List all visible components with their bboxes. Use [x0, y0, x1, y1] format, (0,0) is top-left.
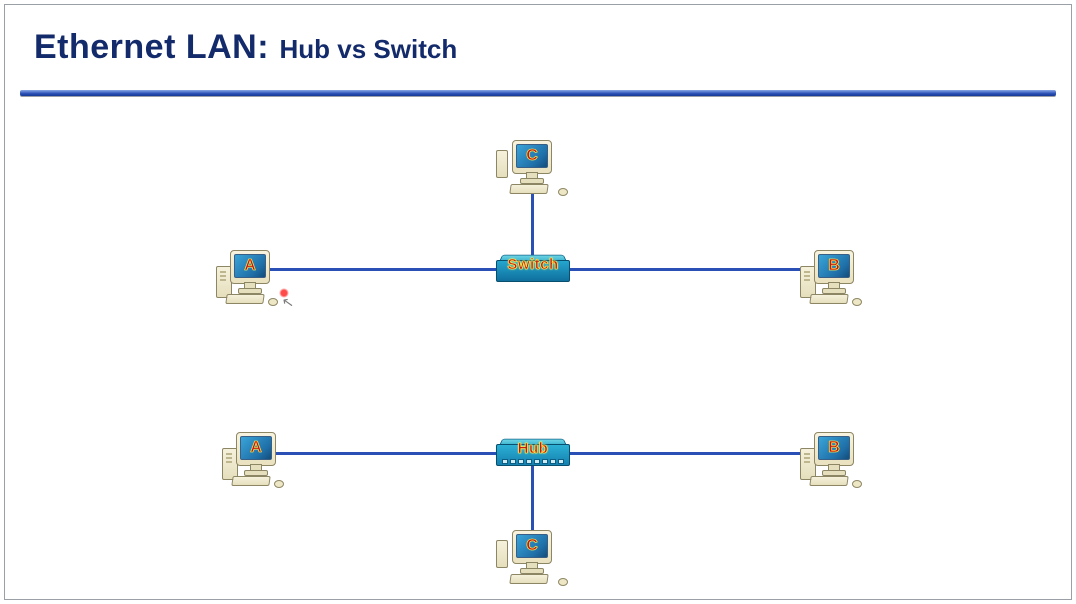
pc-switch-b: B: [800, 250, 856, 304]
mouse-icon: [274, 480, 284, 488]
device-front-icon: [496, 260, 570, 282]
pc-screen-icon: C: [516, 534, 548, 558]
keyboard-icon: [809, 476, 848, 486]
wire-switch-b: [566, 268, 804, 271]
keyboard-icon: [509, 574, 548, 584]
pc-screen-icon: C: [516, 144, 548, 168]
pc-screen-icon: A: [234, 254, 266, 278]
pc-label: A: [250, 439, 262, 457]
pc-label: C: [526, 537, 538, 555]
pc-switch-c: C: [506, 140, 562, 194]
wire-hub-b: [566, 452, 804, 455]
mouse-icon: [852, 298, 862, 306]
cursor-icon: ↖: [281, 293, 296, 312]
pc-label: A: [244, 257, 256, 275]
mouse-icon: [852, 480, 862, 488]
keyboard-icon: [225, 294, 264, 304]
switch-device-icon: Switch: [496, 258, 570, 282]
mouse-icon: [558, 578, 568, 586]
pc-label: C: [526, 147, 538, 165]
wire-hub-a: [274, 452, 500, 455]
pc-tower-icon: [496, 150, 508, 178]
pc-hub-b: B: [800, 432, 856, 486]
diagram-canvas: A B C Switch ↖: [0, 0, 1076, 604]
pc-tower-icon: [496, 540, 508, 568]
wire-switch-a: [268, 268, 500, 271]
keyboard-icon: [809, 294, 848, 304]
hub-device-icon: Hub: [496, 442, 570, 466]
mouse-icon: [558, 188, 568, 196]
pc-label: B: [828, 439, 840, 457]
pc-label: B: [828, 257, 840, 275]
wire-hub-c: [531, 466, 534, 534]
keyboard-icon: [231, 476, 270, 486]
pc-hub-c: C: [506, 530, 562, 584]
mouse-icon: [268, 298, 278, 306]
pc-screen-icon: A: [240, 436, 272, 460]
keyboard-icon: [509, 184, 548, 194]
pc-hub-a: A: [222, 432, 278, 486]
pc-screen-icon: B: [818, 436, 850, 460]
pc-switch-a: A: [216, 250, 272, 304]
hub-ports-icon: [502, 459, 564, 464]
pc-screen-icon: B: [818, 254, 850, 278]
wire-switch-c: [531, 186, 534, 260]
